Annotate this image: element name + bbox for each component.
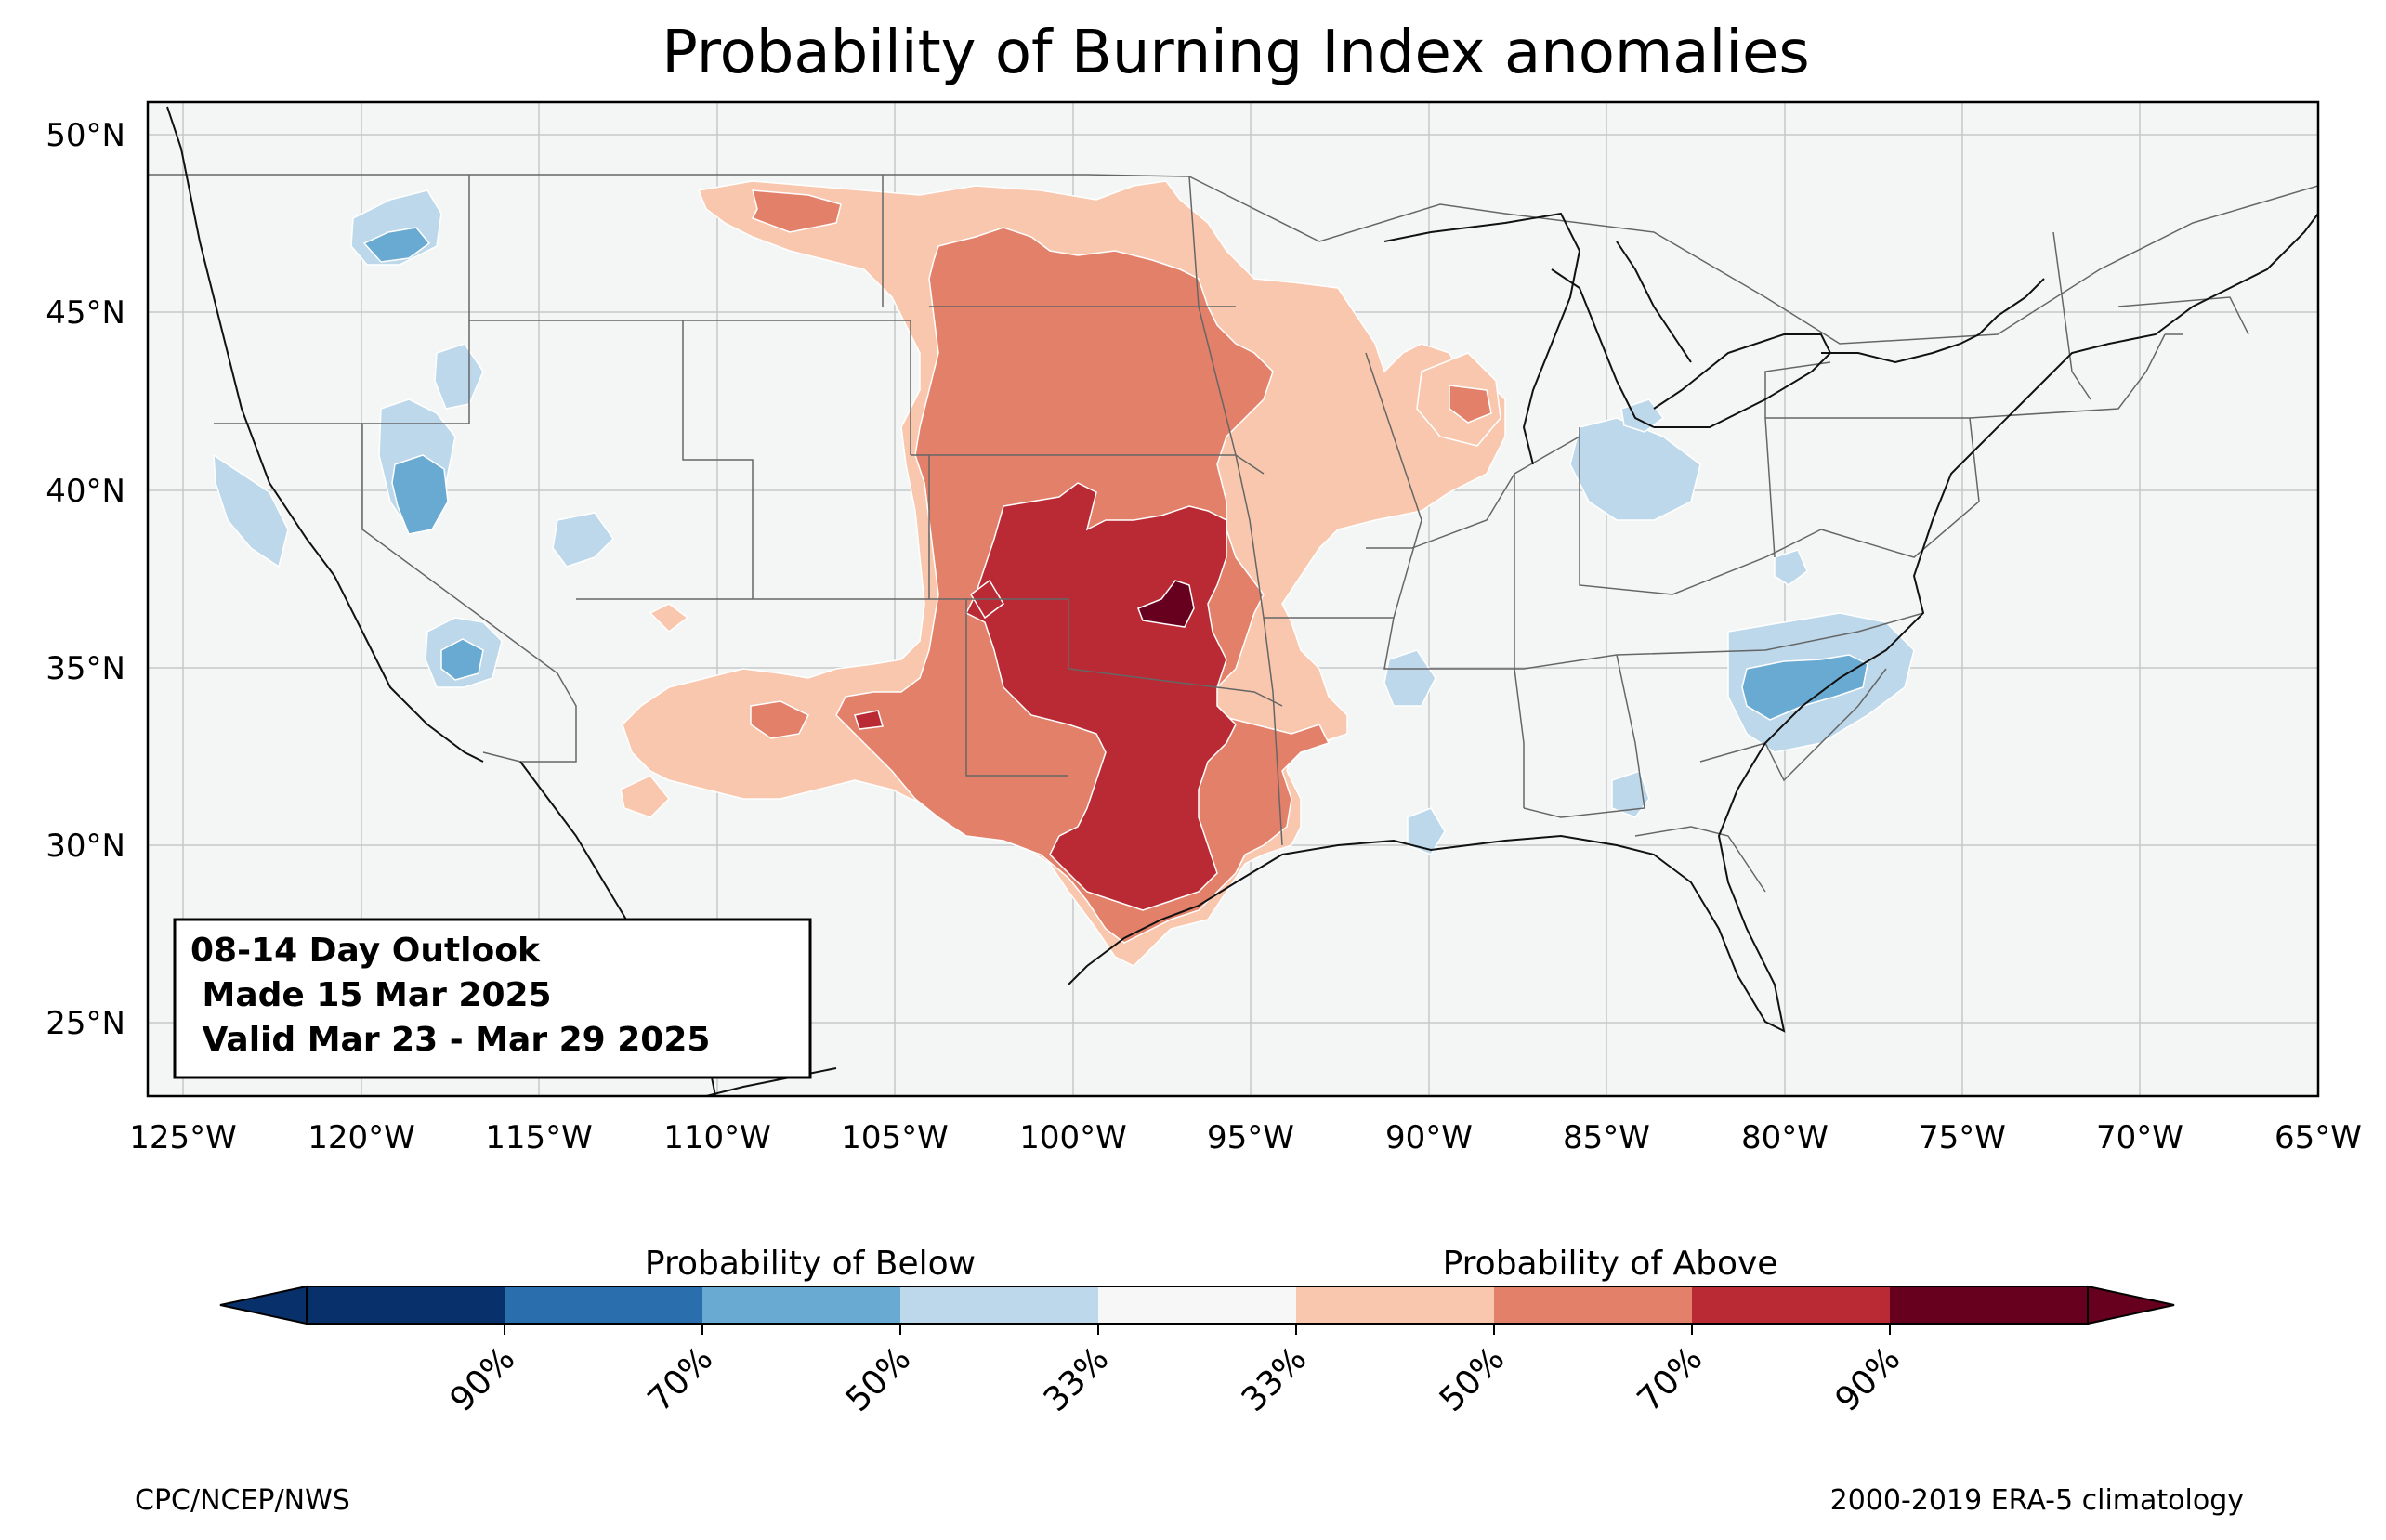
- colorbar-tick-label: 50%: [1433, 1339, 1513, 1419]
- colorbar-tick-label: 33%: [1235, 1339, 1315, 1419]
- lon-tick-label: 100°W: [1019, 1119, 1127, 1156]
- outlook-valid-dates: Valid Mar 23 - Mar 29 2025: [190, 1021, 710, 1059]
- probability-above-90: [1137, 580, 1195, 628]
- lat-tick-label: 35°N: [46, 650, 125, 687]
- lat-tick-label: 30°N: [46, 828, 125, 865]
- lon-tick-label: 80°W: [1741, 1119, 1829, 1156]
- colorbar-bin-below-50: [702, 1286, 900, 1324]
- colorbar-bin-above-90: [1890, 1286, 2088, 1324]
- probability-below-50: [362, 227, 1868, 721]
- colorbar-bin-below-90: [307, 1286, 505, 1324]
- map-title: Probability of Burning Index anomalies: [662, 19, 1810, 87]
- lon-tick-label: 125°W: [129, 1119, 237, 1156]
- lon-tick-label: 70°W: [2096, 1119, 2183, 1156]
- lon-tick-label: 85°W: [1563, 1119, 1650, 1156]
- colorbar-ticks: [504, 1324, 1891, 1335]
- legend-above-title: Probability of Above: [1443, 1245, 1778, 1283]
- colorbar-tick-label: 90%: [443, 1339, 523, 1419]
- lon-tick-label: 95°W: [1207, 1119, 1294, 1156]
- colorbar-tick-label: 70%: [1631, 1339, 1711, 1419]
- colorbar-extend-below: [219, 1285, 308, 1325]
- colorbar-bin-above-33: [1296, 1286, 1494, 1324]
- colorbar-bin-below-70: [505, 1286, 702, 1324]
- coastlines: [166, 106, 2318, 1096]
- lon-tick-label: 75°W: [1919, 1119, 2006, 1156]
- lat-tick-label: 40°N: [46, 473, 125, 510]
- lon-tick-label: 90°W: [1385, 1119, 1473, 1156]
- lon-tick-label: 120°W: [308, 1119, 415, 1156]
- colorbar-tick-label: 90%: [1829, 1339, 1908, 1419]
- colorbar-bin-above-50: [1494, 1286, 1692, 1324]
- colorbar-tick-label: 50%: [839, 1339, 919, 1419]
- outlook-made-date: Made 15 Mar 2025: [190, 976, 552, 1014]
- lon-tick-label: 115°W: [485, 1119, 593, 1156]
- outlook-period: 08-14 Day Outlook: [190, 932, 541, 970]
- outlook-info-box: 08-14 Day Outlook Made 15 Mar 2025 Valid…: [173, 918, 812, 1079]
- footer-source: CPC/NCEP/NWS: [135, 1484, 350, 1517]
- lat-tick-label: 25°N: [46, 1005, 125, 1042]
- colorbar-legend: Probability of Below Probability of Abov…: [219, 1245, 2175, 1419]
- lat-tick-label: 45°N: [46, 294, 125, 332]
- lat-tick-label: 50°N: [46, 117, 125, 154]
- lon-tick-label: 65°W: [2275, 1119, 2362, 1156]
- boundary-lines: [148, 174, 2318, 893]
- lon-tick-label: 110°W: [663, 1119, 771, 1156]
- colorbar-frame: [306, 1286, 2089, 1325]
- legend-below-title: Probability of Below: [645, 1245, 976, 1283]
- colorbar-tick-label: 70%: [641, 1339, 721, 1419]
- lon-tick-label: 105°W: [841, 1119, 949, 1156]
- colorbar-bin-above-70: [1692, 1286, 1890, 1324]
- colorbar-bin-neutral: [1098, 1286, 1296, 1324]
- longitude-axis: 125°W 120°W 115°W 110°W 105°W 100°W 95°W…: [129, 1119, 2362, 1156]
- latitude-axis: 50°N 45°N 40°N 35°N 30°N 25°N: [46, 117, 125, 1042]
- footer-climatology: 2000-2019 ERA-5 climatology: [1830, 1484, 2244, 1517]
- colorbar-bin-below-33: [900, 1286, 1098, 1324]
- colorbar-extend-above: [2087, 1285, 2175, 1325]
- colorbar-tick-label: 33%: [1037, 1339, 1117, 1419]
- map-frame: [146, 100, 2320, 1098]
